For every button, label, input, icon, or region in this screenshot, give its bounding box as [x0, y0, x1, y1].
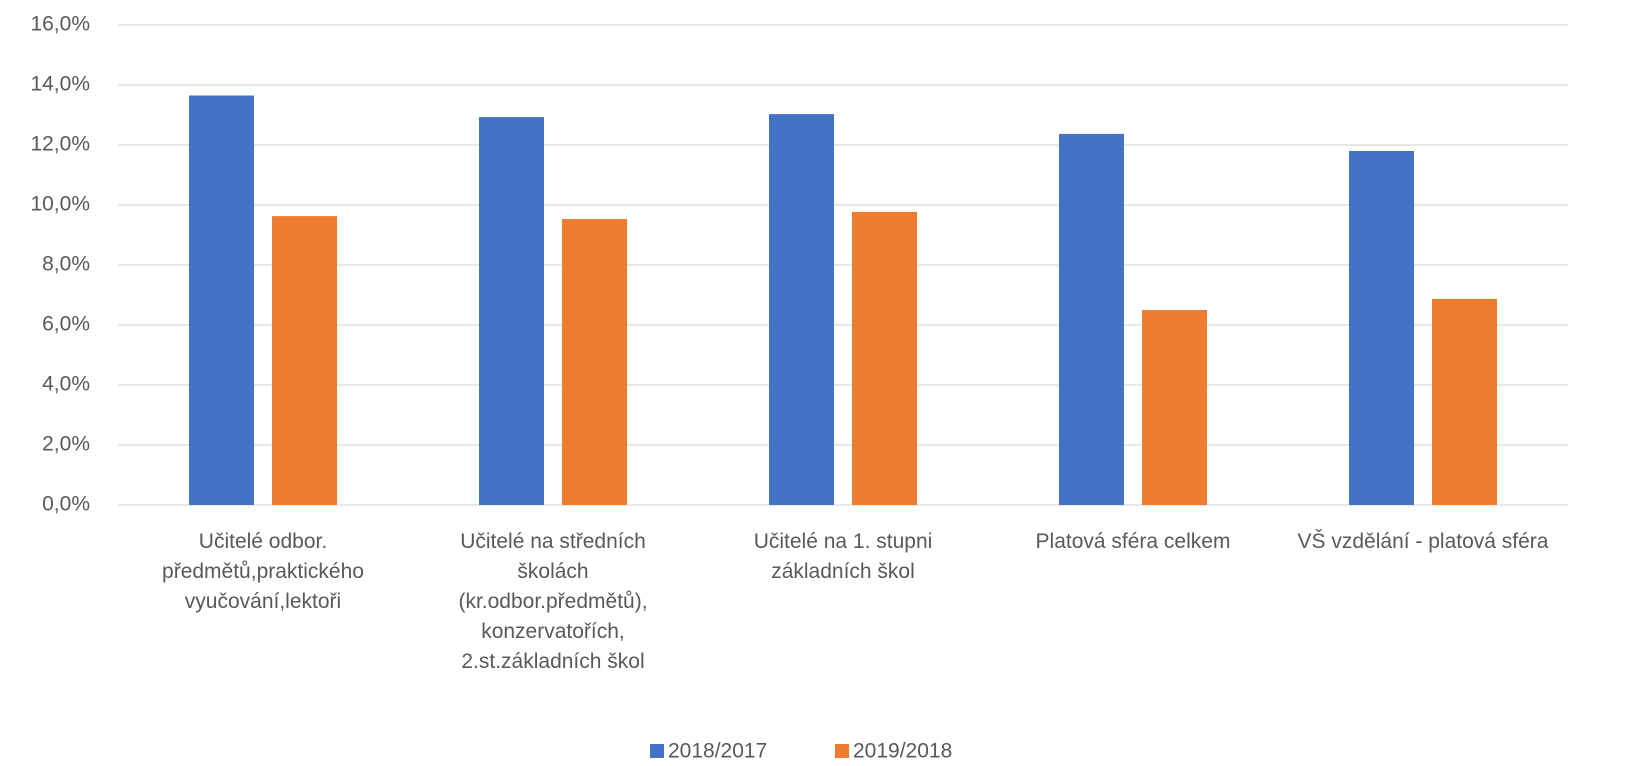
- x-tick-label: Učitelé na středních školách (kr.odbor.p…: [458, 530, 648, 673]
- y-tick-label: 2,0%: [42, 433, 90, 456]
- y-tick-label: 14,0%: [30, 73, 90, 96]
- x-tick-label: Platová sféra celkem: [1035, 530, 1231, 553]
- y-tick-label: 6,0%: [42, 313, 90, 336]
- bar: [272, 216, 337, 505]
- y-tick-label: 0,0%: [42, 493, 90, 516]
- x-tick-label: Učitelé odbor. předmětů,praktického vyuč…: [162, 530, 364, 613]
- legend-swatch: [835, 744, 849, 758]
- y-tick-label: 16,0%: [30, 13, 90, 36]
- x-tick-label: Učitelé na 1. stupni základních škol: [753, 530, 933, 583]
- bar: [1349, 151, 1414, 505]
- bar: [1142, 310, 1207, 505]
- bar: [189, 95, 254, 505]
- x-tick-label: VŠ vzdělání - platová sféra: [1297, 530, 1549, 553]
- legend-label: 2018/2017: [668, 740, 767, 763]
- y-tick-label: 10,0%: [30, 193, 90, 216]
- legend-label: 2019/2018: [853, 740, 952, 763]
- bar: [769, 114, 834, 505]
- y-tick-label: 12,0%: [30, 133, 90, 156]
- legend-swatch: [650, 744, 664, 758]
- bar: [1059, 133, 1124, 505]
- y-tick-label: 8,0%: [42, 253, 90, 276]
- bar: [479, 117, 544, 505]
- bar: [852, 211, 917, 505]
- bar: [1432, 298, 1497, 505]
- bar: [562, 219, 627, 505]
- y-tick-label: 4,0%: [42, 373, 90, 396]
